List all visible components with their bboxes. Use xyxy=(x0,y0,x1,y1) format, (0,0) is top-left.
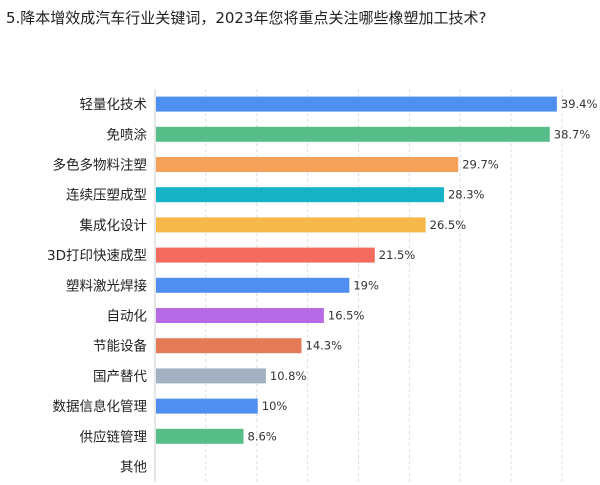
category-label: 供应链管理 xyxy=(80,428,148,445)
category-label: 数据信息化管理 xyxy=(53,398,148,415)
value-label: 28.3% xyxy=(448,188,485,202)
category-label: 多色多物料注塑 xyxy=(53,157,148,174)
value-label: 10% xyxy=(262,399,288,413)
value-label: 10.8% xyxy=(270,369,307,383)
category-label: 国产替代 xyxy=(93,369,147,385)
category-label: 自动化 xyxy=(107,309,148,325)
value-label: 8.6% xyxy=(248,429,277,443)
bar xyxy=(156,217,426,233)
bar xyxy=(156,308,324,323)
bar xyxy=(156,368,266,384)
bar xyxy=(156,187,444,203)
bar xyxy=(156,247,375,263)
bar xyxy=(156,126,550,142)
value-label: 14.3% xyxy=(306,339,343,353)
category-label: 轻量化技术 xyxy=(80,97,148,113)
category-label: 集成化设计 xyxy=(80,218,148,234)
value-label: 38.7% xyxy=(554,127,591,141)
chart-title: 5.降本增效成汽车行业关键词，2023年您将重点关注哪些橡塑加工技术? xyxy=(6,9,487,27)
category-label: 其他 xyxy=(120,460,147,476)
value-label: 39.4% xyxy=(561,97,598,111)
category-label: 免喷涂 xyxy=(107,127,148,143)
value-label: 21.5% xyxy=(379,248,416,262)
bar xyxy=(156,338,302,354)
value-label: 29.7% xyxy=(462,158,499,172)
category-label: 连续压塑成型 xyxy=(66,188,147,204)
bar xyxy=(156,398,258,414)
bar xyxy=(156,157,459,172)
bar xyxy=(156,277,350,293)
bar xyxy=(156,96,557,112)
bar xyxy=(156,428,244,444)
category-label: 节能设备 xyxy=(93,338,147,355)
value-label: 16.5% xyxy=(328,309,365,323)
value-label: 26.5% xyxy=(430,218,467,232)
category-label: 3D打印快速成型 xyxy=(47,247,147,264)
category-label: 塑料激光焊接 xyxy=(66,277,147,294)
value-label: 19% xyxy=(353,278,379,292)
